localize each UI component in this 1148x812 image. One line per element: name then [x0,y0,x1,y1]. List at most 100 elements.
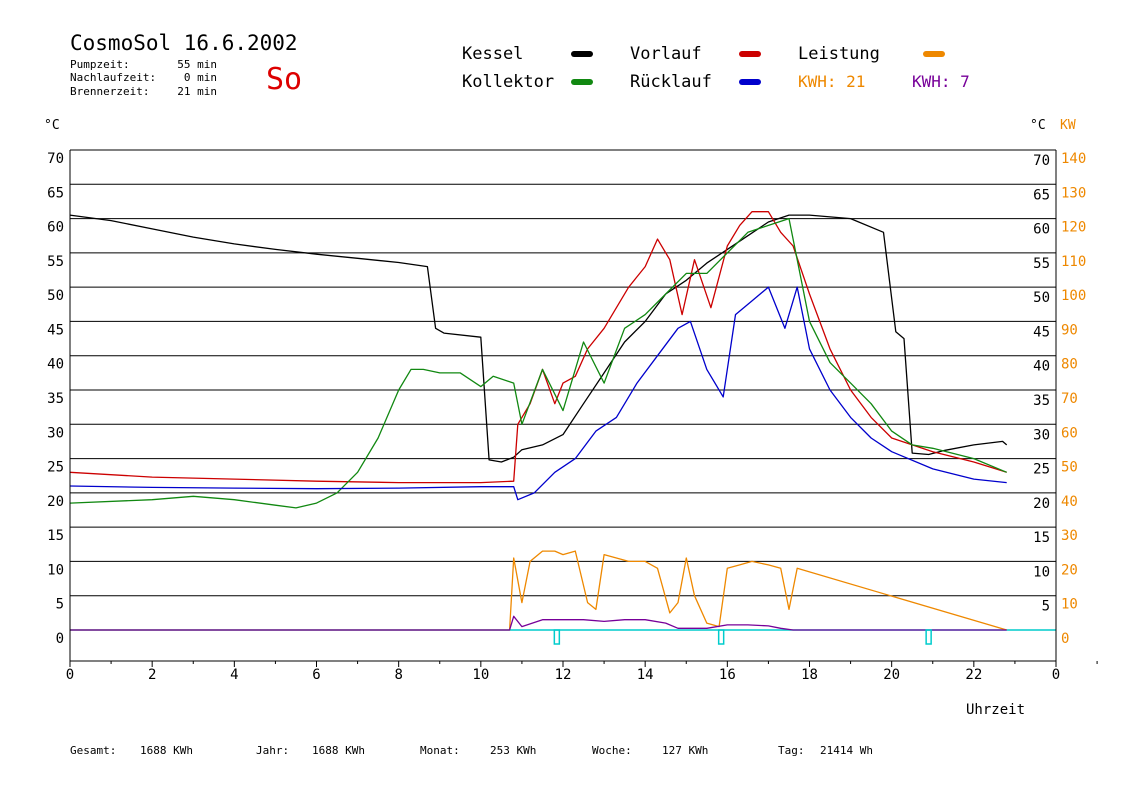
stat-label: Brennerzeit: [70,85,149,98]
y-tick-label-left: 25 [47,460,64,476]
y-tick-label-left: 60 [47,220,64,236]
footer-value: 1688 KWh [140,744,193,757]
y-axis-unit-right: °C [1030,118,1046,133]
stat-label: Nachlaufzeit: [70,71,156,84]
chart-title: CosmoSol 16.6.2002 [70,31,298,55]
x-tick-label: 4 [230,667,238,683]
stat-label: Pumpzeit: [70,58,130,71]
legend-label-kollektor: Kollektor [462,72,554,92]
y-tick-label-left: 50 [47,288,64,304]
y-tick-label-left: 30 [47,425,64,441]
y-tick-label-right-c: 30 [1033,427,1050,443]
stat-value: 21 min [177,85,217,98]
legend-label-leistung: Leistung [798,44,880,64]
legend-kwh-second: KWH: 7 [912,72,970,91]
footer-value: 253 KWh [490,744,536,757]
x-axis-label: Uhrzeit [966,702,1025,718]
legend-kwh-leistung: KWH: 21 [798,72,865,91]
y-tick-label-right-c: 45 [1033,324,1050,340]
y-tick-label-right-c: 20 [1033,496,1050,512]
y-tick-label-right-kw: 70 [1061,391,1078,407]
x-tick-label: 22 [965,667,982,683]
y-tick-label-right-c: 5 [1042,599,1050,615]
footer-value: 21414 Wh [820,744,873,757]
y-tick-label-right-c: 25 [1033,462,1050,478]
y-tick-label-right-c: 50 [1033,290,1050,306]
series-layer [69,211,1008,631]
x-tick-label: 6 [312,667,320,683]
x-tick-label: 8 [394,667,402,683]
y-tick-label-left: 5 [56,597,64,613]
y-tick-label-right-kw: 140 [1061,151,1086,167]
x-tick-label: 18 [801,667,818,683]
series-line-vorlauf [69,211,1007,484]
y-axis-unit-left: °C [44,118,60,133]
y-ticks-right-celsius: 70 65 60 55 50 45 40 35 30 25 20 15 10 5 [1033,153,1050,615]
pump-marker [717,629,725,645]
footer-value: 127 KWh [662,744,708,757]
y-tick-label-left: 15 [47,528,64,544]
header-stats: Pumpzeit: 55 min Nachlaufzeit: 0 min Bre… [70,58,217,98]
pump-markers [553,629,932,645]
y-tick-label-left: 65 [47,185,64,201]
y-tick-label-left: 40 [47,357,64,373]
y-tick-label-right-kw: 110 [1061,254,1086,270]
legend-label-ruecklauf: Rücklauf [630,72,712,92]
legend-label-kessel: Kessel [462,44,523,64]
pump-marker [925,629,932,645]
footer-label: Gesamt: [70,744,116,757]
y-tick-label-left: 55 [47,254,64,270]
y-tick-label-right-kw: 130 [1061,185,1086,201]
y-tick-label-right-c: 10 [1033,564,1050,580]
y-tick-label-right-c: 60 [1033,222,1050,238]
y-tick-label-right-kw: 50 [1061,460,1078,476]
x-tick-label: 0 [1052,667,1060,683]
x-tick-label: 2 [148,667,156,683]
y-tick-label-right-kw: 100 [1061,288,1086,304]
y-axis-unit-kw: KW [1060,118,1076,133]
y-tick-label-right-kw: 40 [1061,494,1078,510]
y-tick-label-right-kw: 0 [1061,631,1069,647]
day-label: So [266,62,302,97]
legend: Kessel Vorlauf Leistung Kollektor Rückla… [462,44,970,92]
y-tick-label-left: 45 [47,322,64,338]
series-line-kessel [69,214,1008,463]
y-tick-label-right-kw: 60 [1061,425,1078,441]
y-tick-label-right-kw: 20 [1061,562,1078,578]
pump-marker [553,629,561,645]
x-tick-label: 10 [472,667,489,683]
footer-label: Woche: [592,744,632,757]
x-tick-label: 0 [66,667,74,683]
x-tick-label: 16 [719,667,736,683]
footer-label: Monat: [420,744,460,757]
footer-value: 1688 KWh [312,744,365,757]
x-tick-label: 12 [555,667,572,683]
series-line-kollektor [69,217,1007,509]
y-tick-label-left: 70 [47,151,64,167]
legend-label-vorlauf: Vorlauf [630,44,702,64]
y-tick-label-right-c: 70 [1033,153,1050,169]
x-tick-label: 20 [883,667,900,683]
series-line-leistung [70,550,1007,631]
stat-value: 55 min [177,58,217,71]
series-line-kwh-7 [70,615,1007,631]
series-line-r-cklauf [69,286,1007,501]
y-tick-label-left: 35 [47,391,64,407]
y-tick-label-left: 10 [47,562,64,578]
y-tick-label-left: 0 [56,631,64,647]
y-tick-label-right-kw: 10 [1061,597,1078,613]
footer-label: Jahr: [256,744,289,757]
footer-label: Tag: [778,744,805,757]
stat-value: 0 min [184,71,217,84]
x-tick-label: 14 [637,667,654,683]
y-tick-label-right-kw: 80 [1061,357,1078,373]
footer-stats: Gesamt: 1688 KWh Jahr: 1688 KWh Monat: 2… [70,744,873,757]
y-tick-label-right-c: 55 [1033,256,1050,272]
y-tick-label-right-kw: 30 [1061,528,1078,544]
y-tick-label-left: 20 [47,494,64,510]
x-ticks: 0 2 4 6 8 10 12 14 16 18 20 22 0 [66,661,1098,683]
y-tick-label-right-kw: 90 [1061,322,1078,338]
